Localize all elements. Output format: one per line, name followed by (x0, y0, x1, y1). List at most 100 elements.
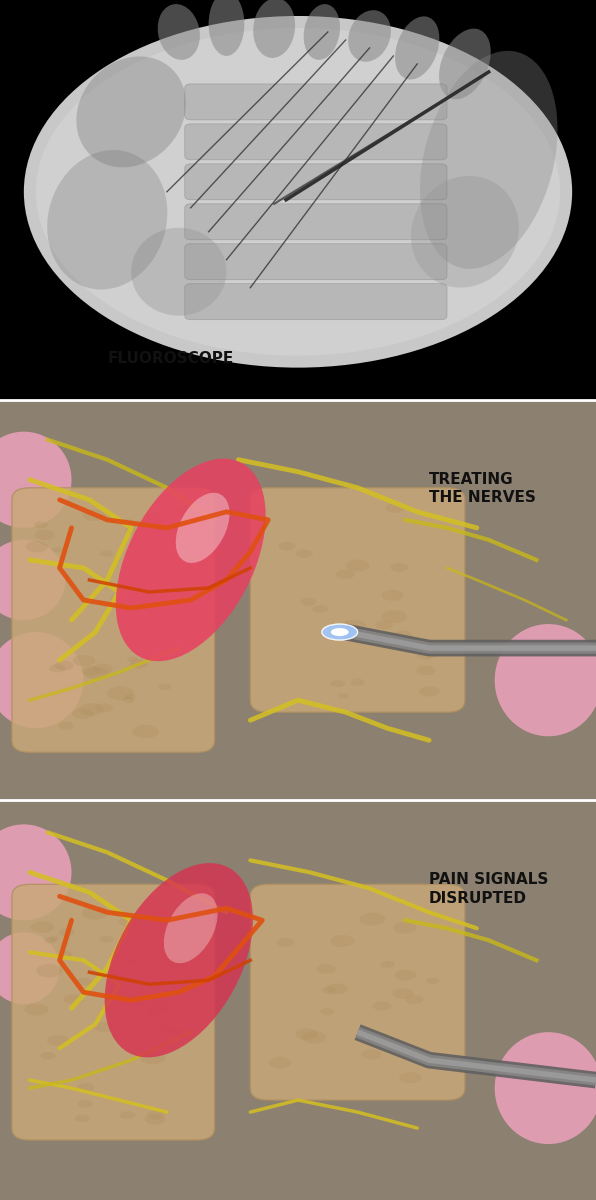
Ellipse shape (36, 964, 63, 977)
Ellipse shape (322, 986, 336, 994)
Ellipse shape (330, 680, 345, 688)
Ellipse shape (82, 906, 109, 919)
Text: FLUOROSCOPE: FLUOROSCOPE (107, 350, 234, 366)
Ellipse shape (34, 521, 48, 528)
Ellipse shape (295, 1028, 318, 1039)
Ellipse shape (125, 694, 135, 700)
Ellipse shape (405, 995, 424, 1004)
Ellipse shape (121, 996, 145, 1008)
FancyBboxPatch shape (250, 487, 465, 713)
Ellipse shape (0, 432, 72, 528)
Ellipse shape (49, 665, 66, 672)
FancyBboxPatch shape (185, 204, 447, 240)
Ellipse shape (105, 863, 253, 1057)
Ellipse shape (417, 650, 434, 660)
Text: TREATING
THE NERVES: TREATING THE NERVES (429, 472, 536, 505)
Ellipse shape (411, 176, 519, 288)
Ellipse shape (0, 932, 60, 1004)
FancyBboxPatch shape (185, 244, 447, 280)
Ellipse shape (426, 978, 439, 984)
Ellipse shape (73, 655, 95, 666)
Ellipse shape (84, 667, 108, 679)
Ellipse shape (182, 553, 195, 560)
Ellipse shape (26, 541, 48, 552)
Ellipse shape (100, 551, 113, 557)
Ellipse shape (420, 686, 440, 696)
Ellipse shape (0, 632, 83, 728)
Ellipse shape (361, 1049, 381, 1060)
Ellipse shape (100, 936, 113, 943)
Ellipse shape (119, 1111, 135, 1120)
Ellipse shape (168, 959, 188, 970)
Ellipse shape (395, 17, 439, 79)
Ellipse shape (312, 605, 328, 613)
Ellipse shape (390, 563, 408, 572)
Ellipse shape (77, 978, 92, 985)
Ellipse shape (143, 554, 154, 559)
Ellipse shape (322, 624, 358, 640)
Ellipse shape (372, 1001, 392, 1010)
Ellipse shape (143, 511, 169, 524)
Ellipse shape (110, 596, 120, 601)
Ellipse shape (162, 1026, 182, 1036)
Ellipse shape (0, 540, 66, 620)
Ellipse shape (303, 4, 340, 60)
Ellipse shape (132, 725, 159, 738)
Ellipse shape (342, 619, 366, 632)
Ellipse shape (78, 1082, 95, 1091)
Ellipse shape (338, 694, 349, 698)
Ellipse shape (60, 950, 73, 958)
FancyBboxPatch shape (12, 884, 215, 1140)
Ellipse shape (140, 1051, 165, 1064)
Ellipse shape (148, 1001, 173, 1014)
Ellipse shape (495, 1032, 596, 1144)
Ellipse shape (381, 611, 407, 623)
Ellipse shape (108, 986, 122, 994)
Ellipse shape (348, 10, 391, 61)
Ellipse shape (439, 29, 491, 100)
Ellipse shape (393, 922, 417, 934)
Ellipse shape (31, 922, 54, 934)
Ellipse shape (24, 16, 572, 367)
Ellipse shape (131, 228, 226, 316)
Ellipse shape (375, 620, 393, 630)
Ellipse shape (47, 1036, 69, 1046)
Ellipse shape (253, 0, 295, 58)
Ellipse shape (346, 559, 370, 571)
Ellipse shape (41, 1052, 56, 1060)
FancyBboxPatch shape (185, 283, 447, 319)
Ellipse shape (393, 631, 412, 641)
Ellipse shape (359, 913, 385, 925)
Text: PAIN SIGNALS
DISRUPTED: PAIN SIGNALS DISRUPTED (429, 872, 548, 906)
Ellipse shape (127, 656, 138, 662)
Ellipse shape (147, 1111, 164, 1120)
Ellipse shape (0, 824, 72, 920)
Ellipse shape (316, 964, 336, 973)
Ellipse shape (79, 703, 104, 715)
Ellipse shape (119, 917, 138, 926)
Ellipse shape (495, 624, 596, 737)
FancyBboxPatch shape (185, 124, 447, 160)
FancyBboxPatch shape (12, 487, 215, 752)
Ellipse shape (381, 589, 403, 601)
Ellipse shape (380, 961, 395, 968)
Ellipse shape (94, 1021, 114, 1032)
Ellipse shape (107, 686, 134, 700)
Ellipse shape (58, 929, 74, 936)
Ellipse shape (417, 666, 435, 676)
Ellipse shape (24, 1003, 48, 1015)
Ellipse shape (399, 1072, 421, 1084)
Ellipse shape (164, 893, 218, 964)
Ellipse shape (82, 666, 101, 676)
Ellipse shape (401, 1050, 423, 1061)
Ellipse shape (330, 935, 354, 947)
Ellipse shape (95, 703, 113, 713)
Ellipse shape (75, 1115, 90, 1122)
Ellipse shape (145, 1114, 166, 1124)
Ellipse shape (123, 520, 134, 524)
Ellipse shape (63, 995, 83, 1004)
Ellipse shape (36, 28, 560, 355)
Ellipse shape (159, 684, 171, 690)
Ellipse shape (278, 541, 296, 551)
Ellipse shape (423, 647, 442, 656)
